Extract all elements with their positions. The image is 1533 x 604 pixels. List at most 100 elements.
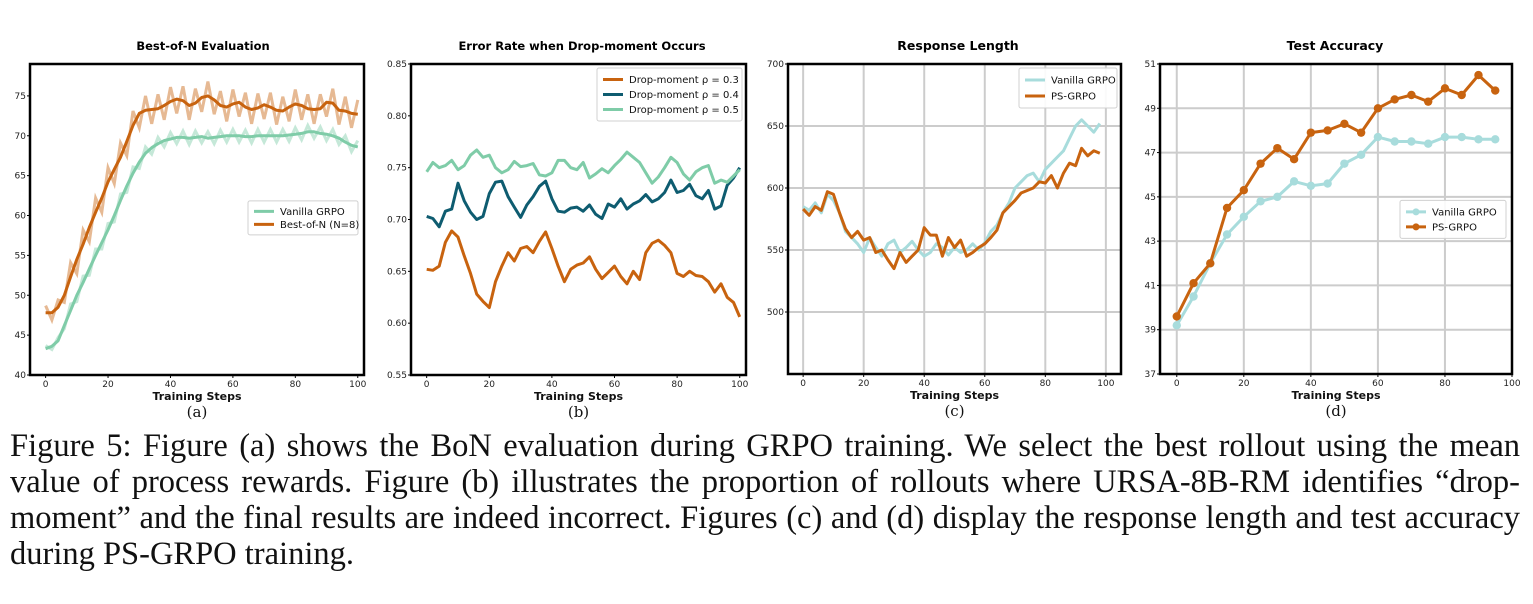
legend-marker bbox=[1412, 223, 1420, 231]
x-tick-label: 20 bbox=[102, 380, 114, 390]
legend-box bbox=[596, 67, 743, 122]
x-tick-label: 60 bbox=[609, 380, 621, 390]
data-point bbox=[1423, 97, 1433, 106]
legend: Vanilla GRPO PS-GRPO bbox=[1018, 67, 1118, 109]
x-tick-label: 40 bbox=[165, 380, 177, 390]
panel-sublabel: (a) bbox=[187, 403, 208, 421]
data-point bbox=[1491, 135, 1500, 144]
data-point bbox=[1239, 212, 1249, 221]
y-tick-label: 0.70 bbox=[387, 216, 407, 226]
legend-label: Best-of-N (N=8) bbox=[280, 220, 359, 231]
series-line bbox=[1175, 73, 1497, 318]
data-point bbox=[1373, 104, 1383, 113]
y-tick-label: 650 bbox=[767, 122, 784, 132]
chart-panel-a: Best-of-N Evaluation 0 20 40 60 80 100 40 45 50 55… bbox=[15, 39, 367, 421]
y-tick-label: 50 bbox=[15, 291, 27, 301]
data-point bbox=[1189, 292, 1198, 301]
plot-frame bbox=[28, 62, 366, 377]
x-axis-label: Training Steps bbox=[910, 389, 1000, 402]
y-tick-label: 0.60 bbox=[387, 319, 407, 329]
x-tick-label: 80 bbox=[1439, 379, 1451, 389]
x-tick-label: 0 bbox=[43, 380, 49, 390]
x-tick-label: 0 bbox=[800, 379, 806, 389]
series-line bbox=[426, 229, 742, 318]
x-tick-label: 20 bbox=[1238, 379, 1250, 389]
data-point bbox=[1440, 132, 1450, 142]
data-point bbox=[1390, 95, 1399, 104]
chart-panel-d: Test Accuracy 0 20 40 60 80 100 37 39 41 43 45 47 49 5… bbox=[1145, 38, 1521, 420]
data-point bbox=[1172, 321, 1181, 330]
data-point bbox=[1356, 150, 1366, 159]
legend-label: Vanilla GRPO bbox=[280, 207, 345, 218]
data-point bbox=[1256, 197, 1265, 206]
data-point bbox=[1474, 135, 1483, 144]
data-point bbox=[1323, 126, 1332, 135]
x-tick-label: 20 bbox=[484, 380, 496, 390]
y-tick-label: 0.85 bbox=[387, 60, 407, 70]
data-point bbox=[1457, 90, 1466, 100]
y-tick-label: 500 bbox=[767, 308, 784, 318]
y-tick-label: 41 bbox=[1145, 281, 1156, 291]
series-line bbox=[426, 166, 741, 229]
legend-box bbox=[1018, 67, 1118, 109]
y-tick-label: 60 bbox=[15, 212, 27, 222]
legend-box bbox=[247, 200, 359, 236]
y-tick-label: 39 bbox=[1145, 326, 1157, 336]
panel-sublabel: (b) bbox=[568, 403, 589, 421]
x-tick-label: 0 bbox=[1174, 379, 1180, 389]
data-point bbox=[1356, 128, 1366, 137]
chart-panel-b: Error Rate when Drop-moment Occurs 0 20 40 6… bbox=[387, 39, 749, 421]
y-tick-label: 0.55 bbox=[387, 371, 407, 381]
x-axis-label: Training Steps bbox=[152, 390, 242, 403]
legend: Vanilla GRPO Best-of-N (N=8) bbox=[247, 200, 359, 236]
y-tick-label: 55 bbox=[15, 251, 26, 261]
x-tick-label: 60 bbox=[1372, 379, 1384, 389]
plot-frame bbox=[1158, 62, 1514, 376]
series-raw-line bbox=[44, 81, 360, 325]
chart-panel-c: Response Length 0 20 40 60 80 100 500 550 600 650 7… bbox=[767, 38, 1123, 420]
data-point bbox=[1306, 128, 1316, 137]
y-tick-label: 40 bbox=[15, 371, 27, 381]
data-point bbox=[1407, 90, 1416, 100]
y-tick-label: 0.80 bbox=[387, 112, 407, 122]
x-tick-label: 40 bbox=[919, 379, 931, 389]
y-tick-label: 0.65 bbox=[387, 267, 407, 277]
x-tick-label: 60 bbox=[227, 380, 239, 390]
data-point bbox=[1273, 143, 1282, 153]
x-tick-label: 20 bbox=[858, 379, 870, 389]
data-point bbox=[1491, 86, 1500, 95]
chart-title: Error Rate when Drop-moment Occurs bbox=[458, 39, 705, 53]
legend-label: Drop-moment ρ = 0.4 bbox=[629, 90, 739, 101]
y-tick-label: 43 bbox=[1145, 237, 1156, 247]
x-tick-label: 100 bbox=[1097, 379, 1114, 389]
legend-label: Vanilla GRPO bbox=[1432, 207, 1497, 218]
x-tick-label: 100 bbox=[349, 380, 366, 390]
y-tick-label: 70 bbox=[15, 132, 27, 142]
data-point bbox=[1474, 70, 1483, 80]
y-tick-label: 45 bbox=[15, 331, 26, 341]
data-point bbox=[1222, 230, 1232, 239]
data-point bbox=[1222, 203, 1232, 213]
x-tick-label: 100 bbox=[1503, 379, 1520, 389]
data-point bbox=[1289, 177, 1299, 186]
legend-marker bbox=[1412, 208, 1420, 216]
y-tick-label: 37 bbox=[1145, 370, 1156, 380]
data-point bbox=[1390, 137, 1399, 146]
chart-title: Best-of-N Evaluation bbox=[136, 39, 269, 53]
x-tick-label: 60 bbox=[979, 379, 991, 389]
data-point bbox=[1273, 192, 1282, 202]
x-axis-label: Training Steps bbox=[1291, 389, 1381, 402]
y-tick-label: 550 bbox=[767, 246, 784, 256]
data-point bbox=[1189, 279, 1198, 288]
legend-box bbox=[1399, 199, 1507, 239]
chart-title: Test Accuracy bbox=[1287, 38, 1384, 53]
data-point bbox=[1373, 132, 1383, 142]
data-point bbox=[1440, 84, 1450, 93]
legend-label: PS-GRPO bbox=[1051, 92, 1096, 103]
panel-sublabel: (d) bbox=[1325, 402, 1346, 420]
data-point bbox=[1172, 312, 1181, 321]
x-axis-label: Training Steps bbox=[534, 390, 624, 403]
y-tick-label: 700 bbox=[767, 60, 784, 70]
data-point bbox=[1423, 139, 1433, 148]
